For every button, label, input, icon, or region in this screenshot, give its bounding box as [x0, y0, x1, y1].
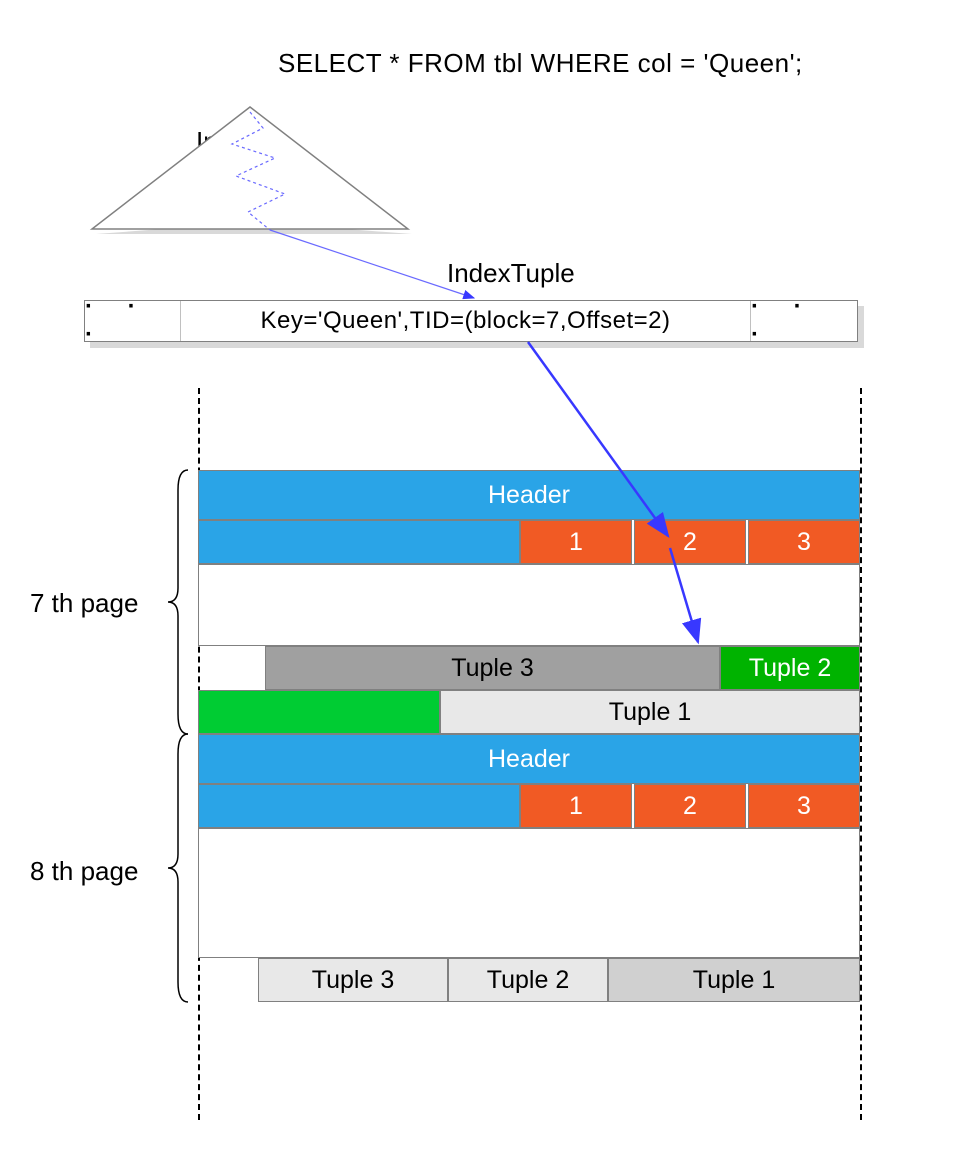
- page7-tuple2b: [198, 690, 440, 734]
- index-label: Index: [196, 126, 260, 157]
- index-tuple-main: Key='Queen',TID=(block=7,Offset=2): [181, 301, 751, 341]
- page7-ptr-1: 1: [520, 520, 632, 564]
- index-triangle-shadow: [96, 222, 412, 234]
- diagram-canvas: SELECT * FROM tbl WHERE col = 'Queen'; I…: [0, 0, 978, 1164]
- sql-query-text: SELECT * FROM tbl WHERE col = 'Queen';: [278, 48, 803, 79]
- page8-label: 8 th page: [30, 856, 138, 887]
- page8-ptr-1: 1: [520, 784, 632, 828]
- page7-header: Header: [198, 470, 860, 520]
- index-tuple-row: · · · Key='Queen',TID=(block=7,Offset=2)…: [84, 300, 858, 342]
- index-tuple-left-dots: · · ·: [85, 301, 181, 341]
- pages-dashed-right: [860, 388, 862, 1120]
- indextuple-label: IndexTuple: [447, 258, 575, 289]
- brace-page7: [168, 470, 188, 734]
- page8-gap: [198, 828, 860, 958]
- page8-tuple3: Tuple 3: [258, 958, 448, 1002]
- page7-label: 7 th page: [30, 588, 138, 619]
- page8-header-row2-left: [198, 784, 520, 828]
- page7-tuple2: Tuple 2: [720, 646, 860, 690]
- page8-header: Header: [198, 734, 860, 784]
- page8-ptr-2: 2: [634, 784, 746, 828]
- page7-header-row2-left: [198, 520, 520, 564]
- page7-ptr-3: 3: [748, 520, 860, 564]
- page7-tuple3: Tuple 3: [265, 646, 720, 690]
- arrow-index-to-tuple: [270, 230, 474, 298]
- page7-ptr-2: 2: [634, 520, 746, 564]
- page8-tuple2: Tuple 2: [448, 958, 608, 1002]
- page7-tuple1: Tuple 1: [440, 690, 860, 734]
- index-tuple-right-dots: · · ·: [751, 301, 857, 341]
- page8-tuple1: Tuple 1: [608, 958, 860, 1002]
- brace-page8: [168, 734, 188, 1002]
- page7-gap: [198, 564, 860, 646]
- page8-ptr-3: 3: [748, 784, 860, 828]
